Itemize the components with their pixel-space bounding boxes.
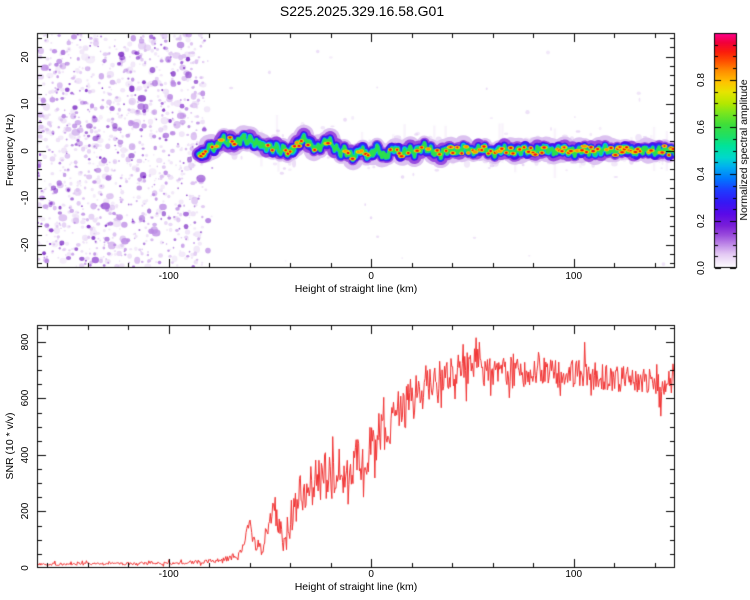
bottom-ytick-label: 400 — [20, 446, 31, 464]
bottom-xlabel: Height of straight line (km) — [294, 581, 418, 593]
top-xtick-label: 0 — [368, 271, 374, 282]
bottom-xtick-label: 0 — [368, 569, 374, 580]
top-ytick-label: 10 — [20, 97, 31, 110]
colorbar-tick-label: 0.4 — [696, 167, 707, 181]
top-xtick-label: -100 — [158, 271, 179, 282]
top-ytick-label: 20 — [20, 50, 31, 63]
bottom-ylabel: SNR (10 * v/v) — [4, 412, 16, 480]
top-ylabel: Frequency (Hz) — [4, 113, 16, 187]
bottom-ytick-label: 600 — [20, 390, 31, 407]
colorbar-label: Normalized spectral amplitude — [738, 79, 750, 221]
bottom-xtick-label: 100 — [565, 569, 583, 580]
top-xtick-label: 100 — [565, 271, 583, 282]
colorbar-tick-label: 0.2 — [696, 214, 707, 228]
top-ytick-label: -10 — [20, 190, 31, 205]
plot-title: S225.2025.329.16.58.G01 — [279, 3, 445, 19]
bottom-xtick-label: -100 — [158, 569, 179, 580]
bottom-ytick-label: 200 — [20, 503, 31, 520]
bottom-ytick-label: 800 — [20, 333, 31, 351]
colorbar-tick-label: 0.8 — [696, 73, 707, 87]
colorbar-tick-label: 0.0 — [696, 261, 707, 275]
top-xlabel: Height of straight line (km) — [294, 283, 418, 295]
colorbar-tick-label: 0.6 — [696, 120, 707, 134]
top-ytick-label: 0 — [20, 147, 31, 154]
top-ytick-label: -20 — [20, 237, 31, 252]
bottom-ytick-label: 0 — [20, 565, 31, 571]
